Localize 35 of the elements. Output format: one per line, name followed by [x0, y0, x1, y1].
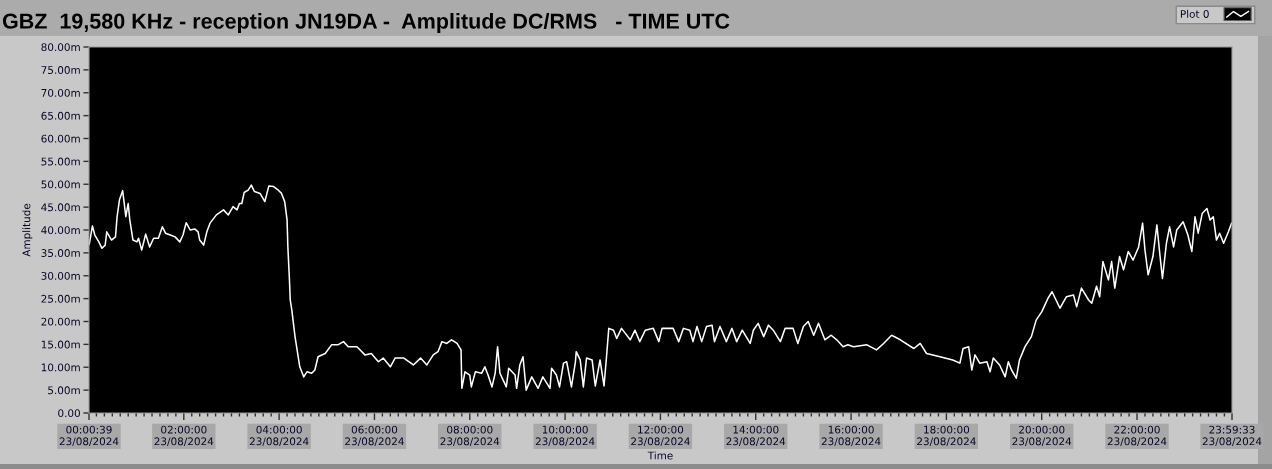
y-tick-label: 15.00m: [41, 340, 80, 349]
y-tick-label: 25.00m: [41, 294, 80, 303]
x-tick-label: 16:00:00 23/08/2024: [821, 425, 881, 447]
x-tick-label: 10:00:00 23/08/2024: [535, 425, 595, 447]
x-tick-label: 12:00:00 23/08/2024: [631, 425, 690, 447]
y-tick-label: 55.00m: [41, 157, 80, 166]
x-tick-label: 00:00:39 23/08/2024: [59, 425, 119, 447]
y-tick-label: 45.00m: [41, 203, 80, 212]
y-tick-label: 40.00m: [41, 226, 80, 235]
x-tick-label: 02:00:00 23/08/2024: [154, 425, 214, 447]
x-axis-title: Time: [647, 451, 673, 460]
y-tick-label: 10.00m: [41, 363, 80, 372]
x-tick-label: 18:00:00 23/08/2024: [917, 425, 976, 447]
x-tick-label: 14:00:00 23/08/2024: [726, 425, 786, 447]
x-tick-label: 22:00:00 23/08/2024: [1107, 425, 1167, 447]
y-tick-label: 60.00m: [41, 134, 80, 143]
legend-label: Plot 0: [1180, 9, 1209, 18]
y-tick-label: 35.00m: [41, 249, 80, 257]
y-tick-label: 5.00m: [48, 386, 80, 395]
y-tick-label: 80.00m: [41, 43, 80, 52]
line-series: [89, 184, 1232, 391]
x-tick-label: 23:59:33 23/08/2024: [1202, 425, 1262, 447]
y-tick-label: 75.00m: [41, 66, 80, 74]
y-tick-label: 70.00m: [41, 88, 80, 97]
x-tick-label: 20:00:00 23/08/2024: [1012, 425, 1072, 447]
y-tick-label: 20.00m: [41, 317, 80, 326]
y-axis-title: Amplitude: [22, 203, 33, 257]
y-tick-label: 65.00m: [41, 111, 80, 120]
x-tick-label: 06:00:00 23/08/2024: [345, 425, 404, 447]
x-tick-label: 08:00:00 23/08/2024: [440, 425, 500, 447]
y-tick-label: 0.00: [58, 409, 80, 418]
x-tick-label: 04:00:00 23/08/2024: [249, 425, 309, 447]
chart-title: GBZ 19,580 KHz - reception JN19DA - Amplitude DC/RMS - TIME UTC: [2, 12, 730, 34]
y-tick-label: 30.00m: [41, 271, 80, 280]
y-tick-label: 50.00m: [41, 180, 80, 189]
